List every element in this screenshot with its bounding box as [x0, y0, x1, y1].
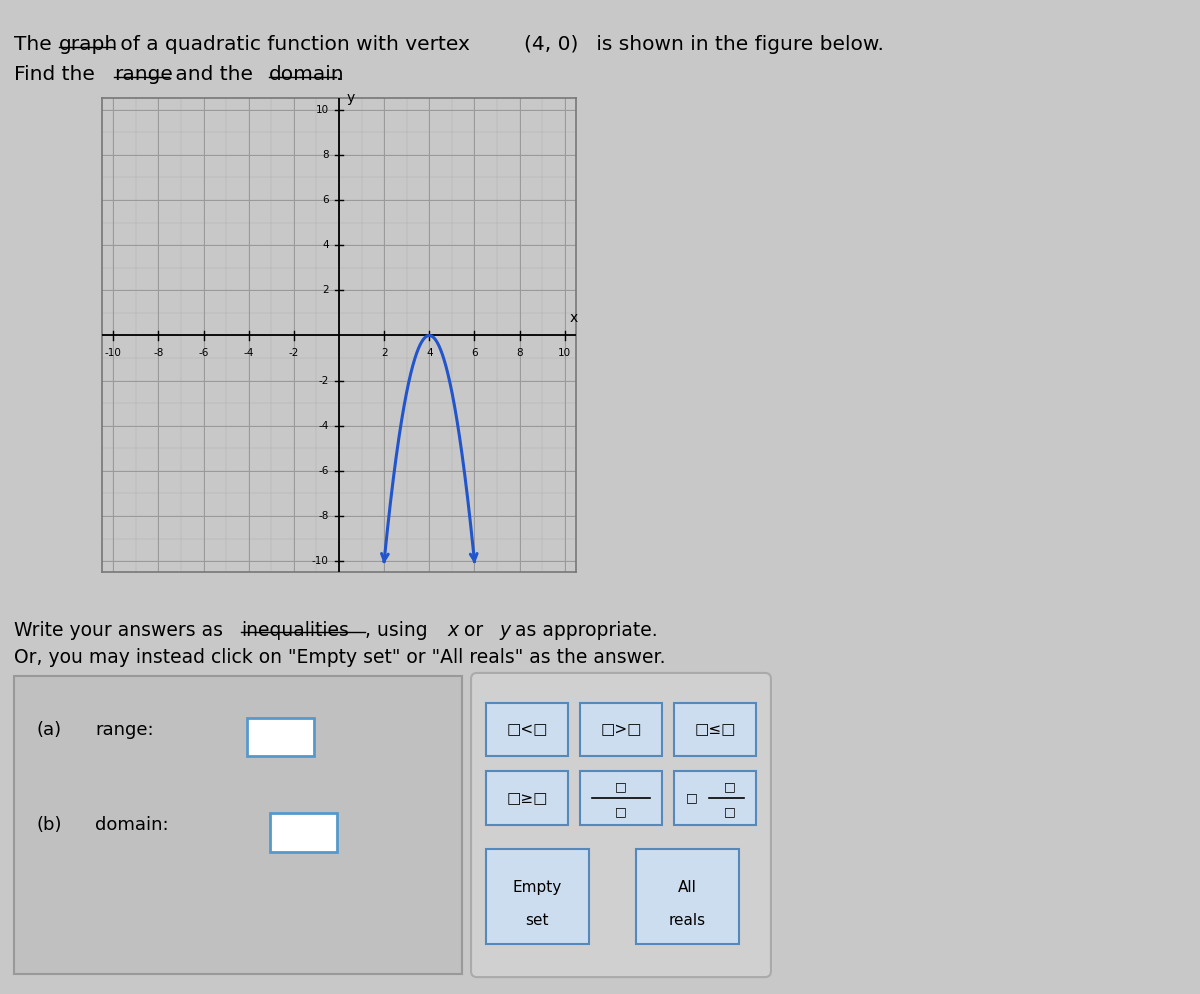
Text: of a quadratic function with vertex: of a quadratic function with vertex	[114, 35, 476, 54]
Text: y: y	[347, 91, 355, 105]
FancyBboxPatch shape	[14, 676, 462, 974]
Text: range: range	[114, 65, 173, 83]
Text: as appropriate.: as appropriate.	[510, 621, 658, 640]
Text: □: □	[724, 805, 736, 818]
Text: □≥□: □≥□	[506, 790, 547, 806]
Text: 8: 8	[323, 150, 329, 160]
FancyBboxPatch shape	[486, 703, 568, 756]
Text: □>□: □>□	[600, 722, 642, 738]
FancyBboxPatch shape	[270, 813, 337, 852]
Text: 10: 10	[558, 348, 571, 358]
Text: 4: 4	[323, 241, 329, 250]
Text: -10: -10	[312, 557, 329, 567]
Text: Empty: Empty	[512, 880, 562, 895]
Text: domain:: domain:	[95, 816, 168, 834]
Text: -2: -2	[289, 348, 299, 358]
Text: graph: graph	[59, 35, 118, 54]
FancyBboxPatch shape	[247, 718, 314, 756]
FancyBboxPatch shape	[636, 849, 739, 944]
Text: x: x	[570, 311, 578, 325]
FancyBboxPatch shape	[472, 673, 770, 977]
Text: □: □	[685, 791, 697, 805]
Text: domain: domain	[269, 65, 344, 83]
Text: (b): (b)	[37, 816, 62, 834]
Text: Write your answers as: Write your answers as	[14, 621, 229, 640]
Text: 2: 2	[323, 285, 329, 295]
FancyBboxPatch shape	[674, 771, 756, 825]
Text: inequalities: inequalities	[241, 621, 349, 640]
Text: set: set	[526, 912, 548, 928]
Text: □: □	[616, 780, 626, 793]
Text: or: or	[458, 621, 490, 640]
Text: -8: -8	[154, 348, 163, 358]
Text: reals: reals	[668, 912, 706, 928]
Text: □<□: □<□	[506, 722, 547, 738]
Text: Find the: Find the	[14, 65, 102, 83]
Text: x: x	[448, 621, 458, 640]
Text: □: □	[724, 780, 736, 793]
Text: (4, 0): (4, 0)	[524, 35, 578, 54]
Text: Or, you may instead click on "Empty set" or "All reals" as the answer.: Or, you may instead click on "Empty set"…	[14, 648, 666, 667]
Text: range:: range:	[95, 721, 154, 739]
Text: □: □	[616, 805, 626, 818]
Text: is shown in the figure below.: is shown in the figure below.	[590, 35, 884, 54]
Text: 6: 6	[472, 348, 478, 358]
Text: □≤□: □≤□	[695, 722, 736, 738]
Text: -6: -6	[318, 466, 329, 476]
Text: 2: 2	[380, 348, 388, 358]
FancyBboxPatch shape	[674, 703, 756, 756]
Text: The: The	[14, 35, 59, 54]
FancyBboxPatch shape	[486, 771, 568, 825]
FancyBboxPatch shape	[580, 771, 662, 825]
Text: 8: 8	[516, 348, 523, 358]
Text: .: .	[336, 65, 342, 83]
Text: 4: 4	[426, 348, 432, 358]
Text: -4: -4	[244, 348, 254, 358]
Text: , using: , using	[365, 621, 433, 640]
Text: and the: and the	[169, 65, 260, 83]
Text: y: y	[499, 621, 510, 640]
Text: -6: -6	[198, 348, 209, 358]
Text: -10: -10	[104, 348, 121, 358]
Text: -8: -8	[318, 511, 329, 521]
FancyBboxPatch shape	[486, 849, 589, 944]
Text: (a): (a)	[37, 721, 62, 739]
Text: 10: 10	[316, 104, 329, 114]
Text: All: All	[678, 880, 696, 895]
Text: -2: -2	[318, 376, 329, 386]
Text: 6: 6	[323, 195, 329, 205]
FancyBboxPatch shape	[580, 703, 662, 756]
Text: -4: -4	[318, 420, 329, 430]
